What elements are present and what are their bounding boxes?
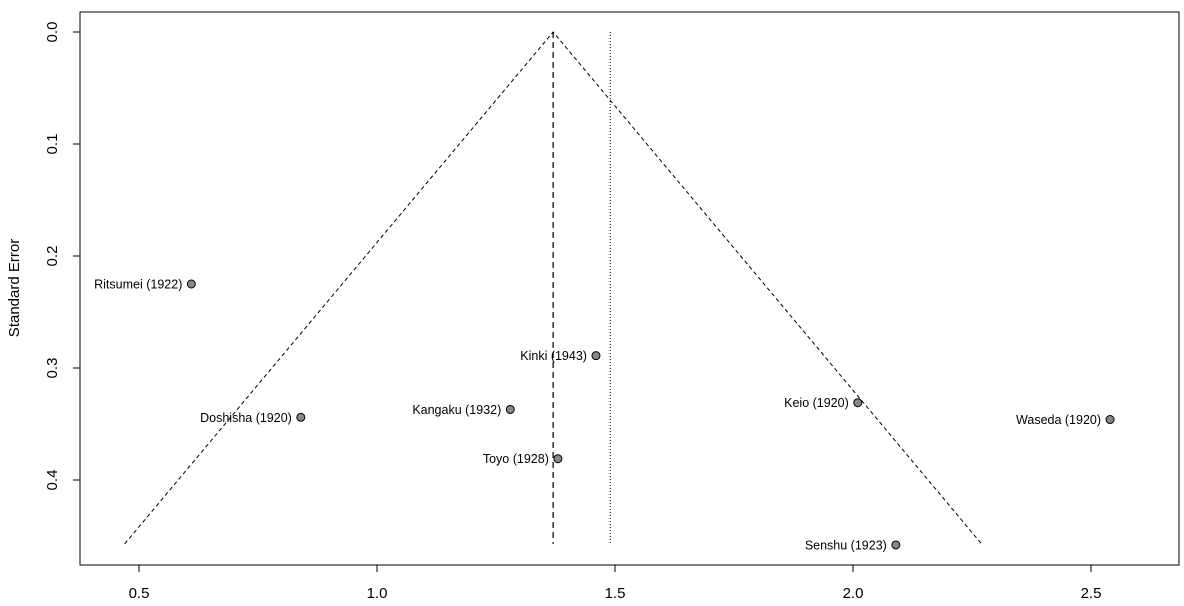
- data-point-label: Keio (1920): [784, 396, 849, 410]
- data-point: [853, 398, 863, 408]
- y-axis: 0.0 0.1 0.2 0.3 0.4: [44, 22, 81, 491]
- data-point-label: Doshisha (1920): [200, 411, 292, 425]
- data-point: [591, 351, 601, 361]
- data-point-label: Kangaku (1932): [412, 403, 501, 417]
- data-point-label: Kinki (1943): [520, 349, 587, 363]
- y-tick-label: 0.2: [44, 246, 61, 267]
- y-tick-label: 0.0: [44, 22, 61, 43]
- y-tick-label: 0.1: [44, 134, 61, 155]
- data-point-label: Ritsumei (1922): [94, 278, 182, 292]
- y-tick-label: 0.4: [44, 470, 61, 491]
- data-point: [891, 540, 901, 550]
- funnel-layer: [124, 31, 982, 545]
- data-point: [296, 412, 306, 422]
- data-point: [186, 279, 196, 289]
- x-tick-label: 1.5: [605, 585, 626, 602]
- x-tick-label: 0.5: [129, 585, 150, 602]
- points-layer: Ritsumei (1922) Kinki (1943) Doshisha (192…: [94, 278, 1115, 552]
- data-point-label: Toyo (1928): [483, 452, 549, 466]
- data-point-label: Waseda (1920): [1016, 413, 1101, 427]
- x-tick-label: 2.5: [1081, 585, 1102, 602]
- y-axis-label: Standard Error: [6, 239, 23, 337]
- x-axis: 0.5 1.0 1.5 2.0 2.5: [129, 564, 1102, 602]
- data-point: [553, 454, 563, 464]
- data-point: [505, 404, 515, 414]
- x-tick-label: 1.0: [367, 585, 388, 602]
- x-tick-label: 2.0: [843, 585, 864, 602]
- data-point-label: Senshu (1923): [805, 538, 887, 552]
- y-tick-label: 0.3: [44, 358, 61, 379]
- data-point: [1105, 415, 1115, 425]
